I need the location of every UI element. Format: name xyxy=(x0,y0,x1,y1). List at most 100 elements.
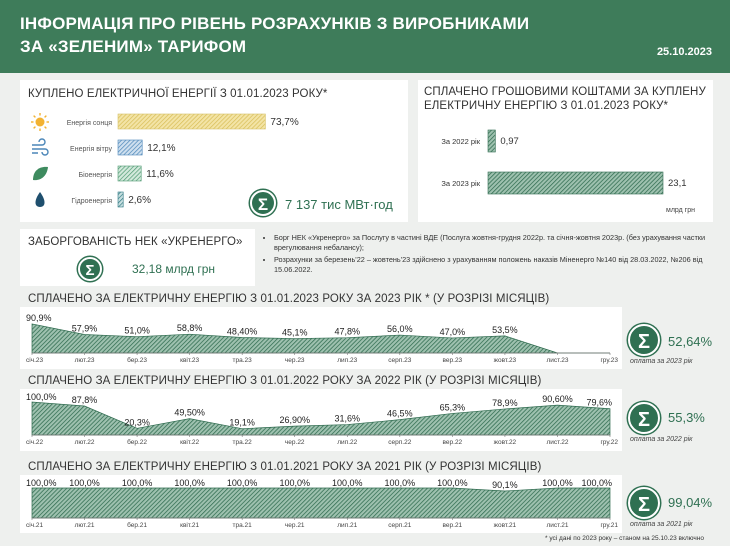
page-title-line1: ІНФОРМАЦІЯ ПРО РІВЕНЬ РОЗРАХУНКІВ З ВИРО… xyxy=(20,14,530,33)
data-label: 20,3% xyxy=(124,417,150,427)
monthly-2023-title: СПЛАЧЕНО ЗА ЕЛЕКТРИЧНУ ЕНЕРГІЮ З 01.01.2… xyxy=(28,293,550,305)
data-label: 46,5% xyxy=(387,409,413,419)
data-label: 100,0% xyxy=(332,478,363,488)
data-label: 100,0% xyxy=(279,478,310,488)
data-label: 58,8% xyxy=(177,323,203,333)
sigma-icon: Σ xyxy=(78,257,102,281)
category-label: Енергія сонця xyxy=(67,119,113,127)
monthly-2023-chart: січ.23 90,9% лют.23 57,9% бер.23 51,0% квіт.23… xyxy=(26,313,618,364)
x-tick-label: січ.23 xyxy=(26,356,44,364)
area-series xyxy=(31,487,611,519)
report-date: 25.10.2023 xyxy=(656,46,712,58)
data-label: 100,0% xyxy=(385,478,416,488)
data-label: 57,9% xyxy=(72,323,98,333)
purchased-energy-panel: КУПЛЕНО ЕЛЕКТРИЧНОЇ ЕНЕРГІЇ З 01.01.2023… xyxy=(20,80,408,222)
bar xyxy=(487,171,664,195)
data-label: 47,0% xyxy=(440,327,466,337)
x-tick-label: бер.21 xyxy=(127,521,147,529)
x-tick-label: січ.22 xyxy=(26,438,44,446)
data-label: 90,1% xyxy=(492,480,518,490)
x-tick-label: квіт.21 xyxy=(180,521,199,529)
x-tick-label: бер.22 xyxy=(127,438,147,446)
note-item: Розрахунки за березень'22 – жовтень'23 з… xyxy=(274,255,719,275)
x-tick-label: серп.22 xyxy=(388,439,411,446)
x-tick-label: лип.21 xyxy=(337,522,357,529)
paid-money-unit: млрд грн xyxy=(666,207,695,214)
sigma-icon: Σ xyxy=(628,487,660,519)
debt-panel: ЗАБОРГОВАНІСТЬ НЕК «УКРЕНЕРГО» Σ 32,18 м… xyxy=(20,229,255,286)
x-tick-label: вер.22 xyxy=(443,439,463,446)
x-tick-label: тра.21 xyxy=(233,522,253,529)
debt-value: 32,18 млрд грн xyxy=(132,262,216,276)
category-label: Енергія вітру xyxy=(70,145,112,153)
x-tick-label: лип.22 xyxy=(337,439,357,446)
water-drop-icon xyxy=(35,192,45,207)
data-label: 100,0% xyxy=(174,478,205,488)
paid-money-title-line2: ЕЛЕКТРИЧНУ ЕНЕРГІЮ З 01.01.2023 РОКУ* xyxy=(424,100,669,112)
x-tick-label: тра.23 xyxy=(233,357,253,364)
category-label: Біоенергія xyxy=(79,171,113,179)
x-tick-label: чер.22 xyxy=(285,439,305,446)
data-label: 100,0% xyxy=(122,478,153,488)
x-tick-label: лист.22 xyxy=(546,439,568,446)
x-tick-label: серп.23 xyxy=(388,357,411,364)
header-banner: ІНФОРМАЦІЯ ПРО РІВЕНЬ РОЗРАХУНКІВ З ВИРО… xyxy=(0,0,730,73)
bar xyxy=(117,191,124,208)
area-series xyxy=(31,323,610,354)
area-series xyxy=(31,401,611,436)
data-label: 100,0% xyxy=(437,478,468,488)
data-label: 100,0% xyxy=(26,392,57,402)
monthly-2023-caption: оплата за 2023 рік xyxy=(630,358,693,365)
debt-title: ЗАБОРГОВАНІСТЬ НЕК «УКРЕНЕРГО» xyxy=(28,236,243,248)
monthly-2022-caption: оплата за 2022 рік xyxy=(630,436,693,443)
data-label: 11,6% xyxy=(146,169,174,180)
monthly-2021-panel: січ.21 100,0% лют.21 100,0% бер.21 100,0% квіт… xyxy=(20,475,622,533)
data-label: 90,9% xyxy=(26,313,52,323)
purchased-energy-title: КУПЛЕНО ЕЛЕКТРИЧНОЇ ЕНЕРГІЇ З 01.01.2023… xyxy=(28,88,328,100)
page-title-line2: ЗА «ЗЕЛЕНИМ» ТАРИФОМ xyxy=(20,37,247,56)
purchased-total: 7 137 тис МВт·год xyxy=(285,197,393,212)
x-tick-label: вер.21 xyxy=(443,522,463,529)
x-tick-label: лют.21 xyxy=(75,522,95,529)
x-tick-label: квіт.22 xyxy=(180,438,199,446)
data-label: 47,8% xyxy=(335,327,361,337)
sigma-icon: Σ xyxy=(628,324,660,356)
x-tick-label: січ.21 xyxy=(26,521,44,529)
sun-icon xyxy=(31,113,49,131)
monthly-2021-caption: оплата за 2021 рік xyxy=(630,521,693,528)
purchased-energy-chart: Енергія сонця 73,7% Енергія вітру 12,1% Біое… xyxy=(31,113,299,208)
data-label: 19,1% xyxy=(229,418,255,428)
data-label: 73,7% xyxy=(270,117,298,128)
data-label: 31,6% xyxy=(335,414,361,424)
data-label: 45,1% xyxy=(282,328,308,338)
x-tick-label: жовт.22 xyxy=(494,439,517,446)
bar xyxy=(487,129,496,153)
monthly-2022-title: СПЛАЧЕНО ЗА ЕЛЕКТРИЧНУ ЕНЕРГІЮ З 01.01.2… xyxy=(28,375,542,387)
data-label: 48,40% xyxy=(227,327,258,337)
bar xyxy=(117,113,266,130)
x-tick-label: гру.21 xyxy=(600,522,618,529)
x-tick-label: бер.23 xyxy=(127,356,147,364)
bar xyxy=(117,165,142,182)
x-tick-label: лип.23 xyxy=(337,357,357,364)
data-label: 26,90% xyxy=(279,415,310,425)
x-tick-label: лист.23 xyxy=(546,357,568,364)
category-label: За 2022 рік xyxy=(441,137,480,146)
data-label: 65,3% xyxy=(440,402,466,412)
x-tick-label: гру.22 xyxy=(600,439,618,446)
footnote: * усі дані по 2023 року – станом на 25.1… xyxy=(545,535,704,542)
sigma-icon: Σ xyxy=(250,190,276,216)
data-label: 56,0% xyxy=(387,324,413,334)
x-tick-label: жовт.23 xyxy=(494,357,517,364)
x-tick-label: лют.23 xyxy=(75,357,95,364)
x-tick-label: тра.22 xyxy=(233,439,253,446)
monthly-2023-total: 52,64% xyxy=(668,334,713,349)
x-tick-label: жовт.21 xyxy=(494,522,517,529)
data-label: 100,0% xyxy=(26,478,57,488)
data-label: 100,0% xyxy=(542,478,573,488)
x-tick-label: чер.23 xyxy=(285,357,305,364)
data-label: 23,1 xyxy=(668,178,687,189)
x-tick-label: серп.21 xyxy=(388,522,411,529)
data-label: 79,6% xyxy=(586,398,612,408)
monthly-2023-panel: січ.23 90,9% лют.23 57,9% бер.23 51,0% квіт.23… xyxy=(20,307,622,369)
